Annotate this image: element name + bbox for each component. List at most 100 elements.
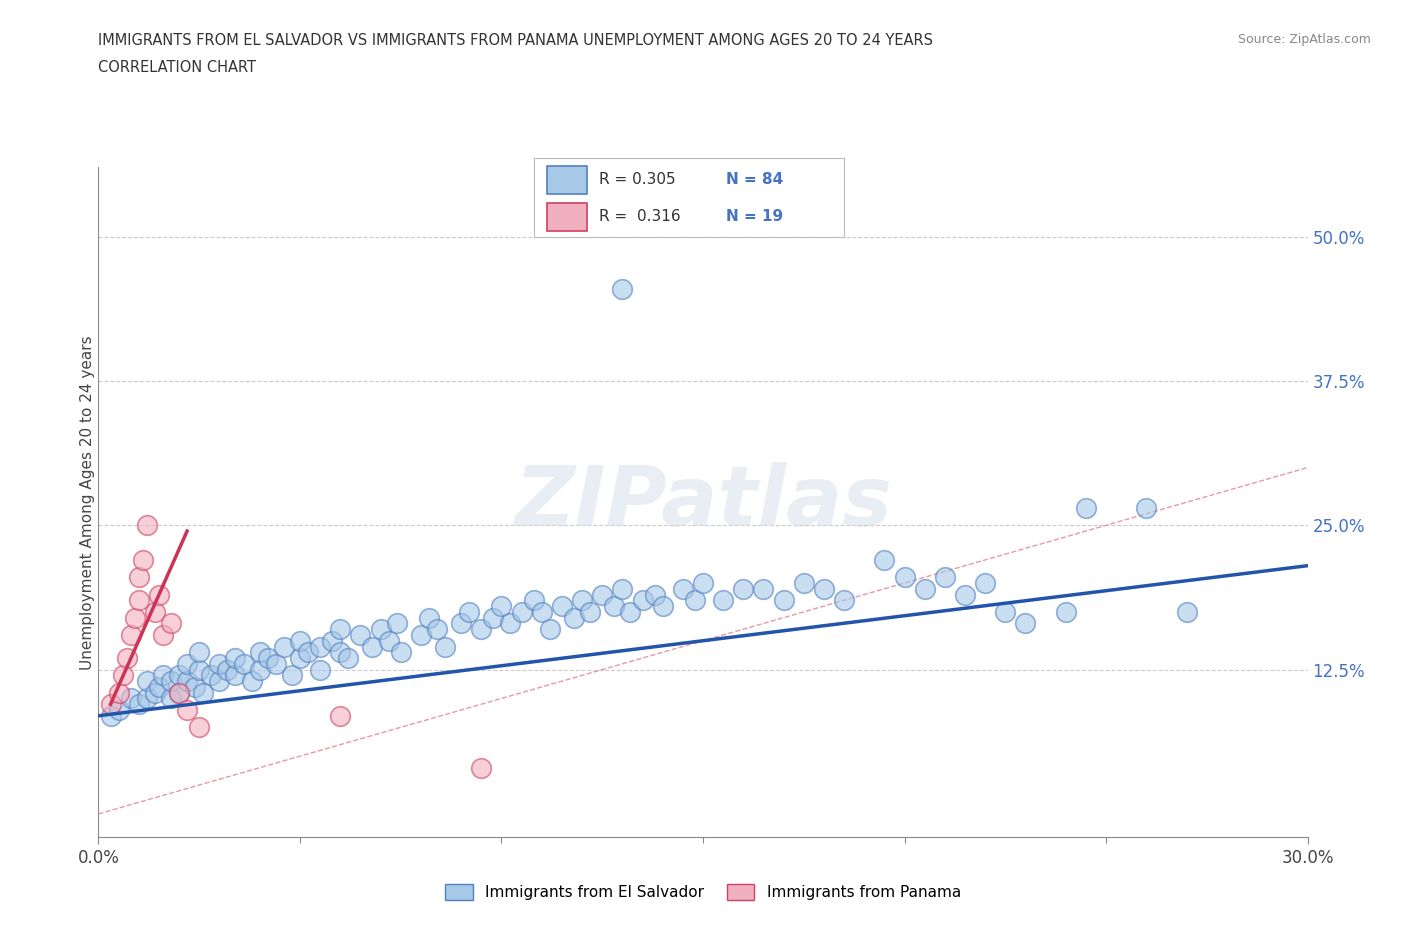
Point — [562, 610, 585, 625]
Text: N = 19: N = 19 — [725, 209, 783, 224]
FancyBboxPatch shape — [547, 166, 586, 193]
Text: R =  0.316: R = 0.316 — [599, 209, 681, 224]
Point — [385, 616, 408, 631]
Point — [100, 697, 122, 711]
Point — [370, 622, 392, 637]
Point — [329, 709, 352, 724]
Point — [361, 639, 384, 654]
Point — [240, 673, 263, 688]
Point — [772, 593, 794, 608]
Point — [873, 552, 896, 567]
Point — [571, 593, 593, 608]
Point — [426, 622, 449, 637]
Point — [249, 662, 271, 677]
Point — [458, 604, 481, 619]
Point — [1054, 604, 1077, 619]
Point — [813, 581, 835, 596]
Point — [224, 668, 246, 683]
Point — [160, 616, 183, 631]
Point — [612, 281, 634, 296]
Point — [256, 651, 278, 666]
Point — [309, 662, 332, 677]
Point — [974, 576, 997, 591]
Point — [953, 587, 976, 602]
Point — [184, 680, 207, 695]
Text: R = 0.305: R = 0.305 — [599, 172, 676, 187]
Point — [200, 668, 222, 683]
Point — [337, 651, 360, 666]
Point — [188, 662, 211, 677]
Point — [914, 581, 936, 596]
Point — [377, 633, 399, 648]
Point — [148, 587, 170, 602]
Point — [409, 628, 432, 643]
Point — [551, 599, 574, 614]
Point — [579, 604, 602, 619]
Point — [176, 673, 198, 688]
Point — [148, 680, 170, 695]
Point — [143, 685, 166, 700]
Point — [538, 622, 561, 637]
Point — [193, 685, 215, 700]
Point — [893, 570, 915, 585]
Y-axis label: Unemployment Among Ages 20 to 24 years: Unemployment Among Ages 20 to 24 years — [80, 335, 94, 670]
Point — [389, 644, 412, 659]
Point — [288, 651, 311, 666]
Point — [418, 610, 440, 625]
Point — [1135, 500, 1157, 515]
Point — [450, 616, 472, 631]
Legend: Immigrants from El Salvador, Immigrants from Panama: Immigrants from El Salvador, Immigrants … — [439, 878, 967, 907]
Point — [832, 593, 855, 608]
Point — [321, 633, 343, 648]
Point — [188, 720, 211, 735]
Point — [111, 668, 134, 683]
Text: ZIPatlas: ZIPatlas — [515, 461, 891, 543]
Text: CORRELATION CHART: CORRELATION CHART — [98, 60, 256, 75]
Point — [752, 581, 775, 596]
Point — [510, 604, 533, 619]
Point — [482, 610, 505, 625]
Point — [491, 599, 513, 614]
Point — [224, 651, 246, 666]
Point — [1014, 616, 1036, 631]
Point — [249, 644, 271, 659]
FancyBboxPatch shape — [547, 203, 586, 231]
Text: IMMIGRANTS FROM EL SALVADOR VS IMMIGRANTS FROM PANAMA UNEMPLOYMENT AMONG AGES 20: IMMIGRANTS FROM EL SALVADOR VS IMMIGRANT… — [98, 33, 934, 47]
Point — [128, 570, 150, 585]
Point — [1175, 604, 1198, 619]
Point — [107, 702, 129, 717]
Point — [692, 576, 714, 591]
Point — [591, 587, 613, 602]
Point — [523, 593, 546, 608]
Point — [135, 691, 157, 706]
Point — [120, 691, 142, 706]
Point — [128, 697, 150, 711]
Point — [530, 604, 553, 619]
Point — [217, 662, 239, 677]
Point — [208, 657, 231, 671]
Point — [152, 668, 174, 683]
Point — [115, 651, 138, 666]
Point — [651, 599, 673, 614]
Point — [297, 644, 319, 659]
Point — [683, 593, 706, 608]
Point — [434, 639, 457, 654]
Point — [135, 673, 157, 688]
Point — [603, 599, 626, 614]
Point — [329, 622, 352, 637]
Point — [167, 685, 190, 700]
Point — [672, 581, 695, 596]
Point — [329, 644, 352, 659]
Point — [124, 610, 146, 625]
Point — [470, 622, 492, 637]
Point — [631, 593, 654, 608]
Point — [498, 616, 520, 631]
Point — [1074, 500, 1097, 515]
Point — [733, 581, 755, 596]
Point — [281, 668, 304, 683]
Point — [152, 628, 174, 643]
Point — [167, 685, 190, 700]
Point — [934, 570, 956, 585]
Point — [273, 639, 295, 654]
Point — [132, 552, 155, 567]
